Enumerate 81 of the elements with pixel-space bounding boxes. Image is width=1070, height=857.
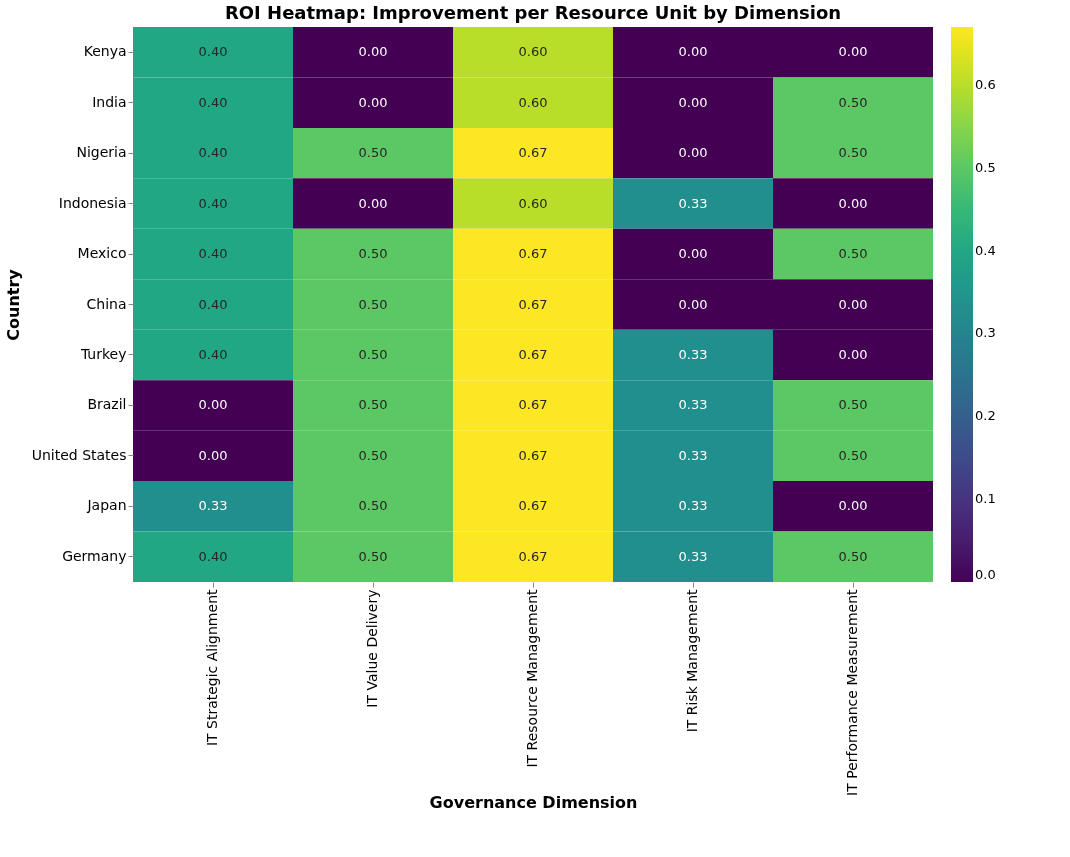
data-label: 0.50 <box>358 548 388 564</box>
data-label: 0.67 <box>518 397 548 413</box>
data-label: 0.50 <box>358 346 388 362</box>
data-label: 0.00 <box>678 145 708 161</box>
data-label: 0.50 <box>358 447 388 463</box>
data-label: 0.33 <box>198 498 228 514</box>
data-label: 0.67 <box>518 296 548 312</box>
x-tick-label: IT Performance Measurement <box>844 589 860 796</box>
x-axis-title: Governance Dimension <box>429 792 638 812</box>
data-label: 0.67 <box>518 346 548 362</box>
data-label: 0.00 <box>678 246 708 262</box>
data-label: 0.67 <box>518 498 548 514</box>
data-label: 0.40 <box>198 346 228 362</box>
data-label: 0.00 <box>838 296 868 312</box>
data-label: 0.50 <box>838 548 868 564</box>
data-label: 0.60 <box>518 94 548 110</box>
y-tick-label: Germany <box>62 547 127 564</box>
data-label: 0.33 <box>678 346 708 362</box>
data-label: 0.33 <box>678 498 708 514</box>
data-label: 0.00 <box>838 498 868 514</box>
data-label: 0.00 <box>838 195 868 211</box>
data-label: 0.00 <box>198 447 228 463</box>
y-tick-label: India <box>92 93 127 110</box>
data-label: 0.67 <box>518 447 548 463</box>
data-label: 0.00 <box>358 44 388 60</box>
data-label: 0.00 <box>358 94 388 110</box>
data-label: 0.50 <box>838 145 868 161</box>
y-tick-label: Indonesia <box>58 194 127 211</box>
color-bar-label: 0.2 <box>975 408 996 424</box>
data-label: 0.50 <box>838 397 868 413</box>
x-tick-label: IT Resource Management <box>524 589 540 768</box>
y-tick-label: Japan <box>86 497 127 514</box>
data-label: 0.33 <box>678 548 708 564</box>
data-label: 0.60 <box>518 195 548 211</box>
data-label: 0.50 <box>838 447 868 463</box>
data-label: 0.33 <box>678 397 708 413</box>
data-label: 0.40 <box>198 195 228 211</box>
y-tick-label: United States <box>31 446 127 463</box>
color-bar-label: 0.6 <box>975 76 996 92</box>
x-tick-label: IT Value Delivery <box>364 589 380 708</box>
data-label: 0.50 <box>838 246 868 262</box>
y-tick-label: Nigeria <box>76 144 127 161</box>
y-tick-label: China <box>86 295 127 312</box>
data-label: 0.00 <box>838 346 868 362</box>
x-tick-label: IT Strategic Alignment <box>204 589 220 747</box>
data-label: 0.40 <box>198 548 228 564</box>
data-label: 0.40 <box>198 44 228 60</box>
y-tick-label: Kenya <box>83 43 127 60</box>
color-bar-label: 0.3 <box>975 325 996 341</box>
data-label: 0.00 <box>678 296 708 312</box>
y-tick-label: Turkey <box>79 345 127 362</box>
data-label: 0.50 <box>358 145 388 161</box>
data-label: 0.00 <box>838 44 868 60</box>
x-tick-label: IT Risk Management <box>684 588 700 733</box>
data-label: 0.33 <box>678 195 708 211</box>
data-label: 0.33 <box>678 447 708 463</box>
data-label: 0.00 <box>678 94 708 110</box>
data-label: 0.67 <box>518 548 548 564</box>
data-label: 0.00 <box>678 44 708 60</box>
data-label: 0.40 <box>198 145 228 161</box>
data-label: 0.67 <box>518 145 548 161</box>
data-label: 0.40 <box>198 94 228 110</box>
color-bar-label: 0.5 <box>975 159 996 175</box>
data-label: 0.50 <box>358 397 388 413</box>
data-label: 0.50 <box>358 246 388 262</box>
data-label: 0.60 <box>518 44 548 60</box>
y-axis-title: Country <box>3 268 23 341</box>
color-bar-label: 0.0 <box>975 567 996 582</box>
data-label: 0.50 <box>358 498 388 514</box>
y-tick-label: Brazil <box>87 396 127 413</box>
chart-title: ROI Heatmap: Improvement per Resource Unit by Dimension <box>224 2 842 23</box>
data-label: 0.00 <box>198 397 228 413</box>
data-label: 0.40 <box>198 296 228 312</box>
data-label: 0.50 <box>358 296 388 312</box>
color-bar-label: 0.1 <box>975 491 996 507</box>
color-bar-label: 0.4 <box>975 242 996 258</box>
data-label: 0.67 <box>518 246 548 262</box>
y-tick-label: Mexico <box>77 245 127 262</box>
data-label: 0.00 <box>358 195 388 211</box>
data-label: 0.40 <box>198 246 228 262</box>
data-label: 0.50 <box>838 94 868 110</box>
